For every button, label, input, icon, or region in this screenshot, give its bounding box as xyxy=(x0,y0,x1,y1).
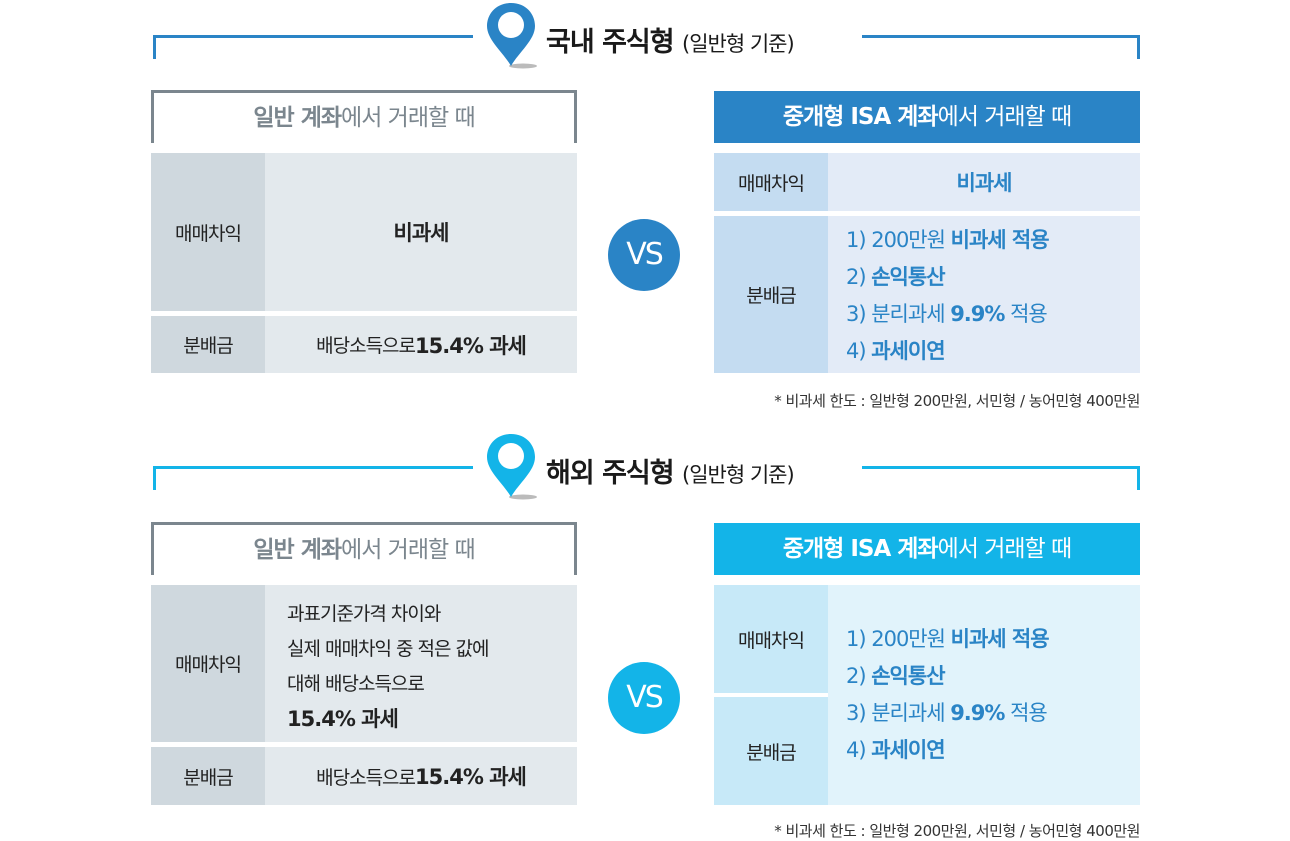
row-value xyxy=(828,585,1140,805)
row-value: 배당소득으로 15.4% 과세 xyxy=(265,747,577,805)
benefit-list: 1) 200만원 비과세 적용 2) 손익통산 3) 분리과세 9.9% 적용 … xyxy=(846,621,1050,769)
isa-account-header: 중개형 ISA 계좌에서 거래할 때 xyxy=(714,91,1140,143)
row-label: 분배금 xyxy=(151,747,265,805)
map-pin-icon xyxy=(487,434,537,500)
divider-line xyxy=(153,35,156,59)
map-pin-icon xyxy=(487,3,537,69)
section-title: 해외 주식형 (일반형 기준) xyxy=(546,458,795,489)
divider-line xyxy=(1137,466,1140,490)
row-label: 분배금 xyxy=(151,316,265,373)
row-label: 매매차익 xyxy=(714,153,828,211)
general-account-header: 일반 계좌에서 거래할 때 xyxy=(151,522,577,575)
row-label: 분배금 xyxy=(714,216,828,373)
general-account-header: 일반 계좌에서 거래할 때 xyxy=(151,90,577,143)
footnote: * 비과세 한도 : 일반형 200만원, 서민형 / 농어민형 400만원 xyxy=(774,822,1140,840)
list-item: 1) 200만원 비과세 적용 xyxy=(846,228,1050,252)
row-value: 배당소득으로 15.4% 과세 xyxy=(265,316,577,373)
row-value: 과표기준가격 차이와 실제 매매차익 중 적은 값에 대해 배당소득으로 15.… xyxy=(265,585,577,742)
list-item: 3) 분리과세 9.9% 적용 xyxy=(846,302,1048,326)
list-item: 1) 200만원 비과세 적용 xyxy=(846,627,1050,651)
footnote: * 비과세 한도 : 일반형 200만원, 서민형 / 농어민형 400만원 xyxy=(774,392,1140,410)
isa-account-header: 중개형 ISA 계좌에서 거래할 때 xyxy=(714,523,1140,575)
divider-line xyxy=(1137,35,1140,59)
benefit-list: 1) 200만원 비과세 적용 2) 손익통산 3) 분리과세 9.9% 적용 … xyxy=(846,222,1050,370)
row-value: 비과세 xyxy=(828,153,1140,211)
divider-line xyxy=(153,35,473,38)
divider-line xyxy=(153,466,156,490)
divider-line xyxy=(153,466,473,469)
vs-badge: VS xyxy=(608,662,680,734)
row-label: 매매차익 xyxy=(151,153,265,311)
divider-line xyxy=(862,466,1140,469)
section-title: 국내 주식형 (일반형 기준) xyxy=(546,27,795,58)
list-item: 3) 분리과세 9.9% 적용 xyxy=(846,701,1048,725)
row-label: 매매차익 xyxy=(151,585,265,742)
divider-line xyxy=(862,35,1140,38)
row-label: 매매차익 xyxy=(714,585,828,693)
list-item: 2) 손익통산 xyxy=(846,664,946,688)
list-item: 4) 과세이연 xyxy=(846,339,946,363)
row-label: 분배금 xyxy=(714,697,828,805)
row-value xyxy=(828,216,1140,373)
list-item: 4) 과세이연 xyxy=(846,738,946,762)
row-value: 비과세 xyxy=(265,153,577,311)
list-item: 2) 손익통산 xyxy=(846,265,946,289)
vs-badge: VS xyxy=(608,219,680,291)
